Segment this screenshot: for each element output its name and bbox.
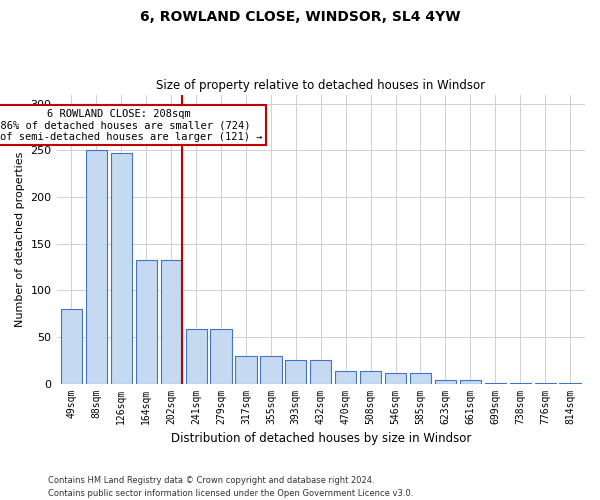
Bar — [310, 360, 331, 384]
Text: Contains HM Land Registry data © Crown copyright and database right 2024.
Contai: Contains HM Land Registry data © Crown c… — [48, 476, 413, 498]
Bar — [360, 370, 381, 384]
Bar — [335, 370, 356, 384]
Title: Size of property relative to detached houses in Windsor: Size of property relative to detached ho… — [156, 79, 485, 92]
Bar — [385, 374, 406, 384]
Bar — [161, 260, 182, 384]
Y-axis label: Number of detached properties: Number of detached properties — [15, 152, 25, 326]
Bar — [61, 309, 82, 384]
Text: 6, ROWLAND CLOSE, WINDSOR, SL4 4YW: 6, ROWLAND CLOSE, WINDSOR, SL4 4YW — [140, 10, 460, 24]
Bar — [185, 328, 207, 384]
Bar — [435, 380, 456, 384]
Bar — [485, 382, 506, 384]
Bar — [535, 382, 556, 384]
Bar — [211, 328, 232, 384]
Text: 6 ROWLAND CLOSE: 208sqm
← 86% of detached houses are smaller (724)
14% of semi-d: 6 ROWLAND CLOSE: 208sqm ← 86% of detache… — [0, 108, 263, 142]
Bar — [509, 382, 531, 384]
X-axis label: Distribution of detached houses by size in Windsor: Distribution of detached houses by size … — [170, 432, 471, 445]
Bar — [410, 374, 431, 384]
Bar — [260, 356, 281, 384]
Bar — [559, 382, 581, 384]
Bar — [460, 380, 481, 384]
Bar — [86, 150, 107, 384]
Bar — [285, 360, 307, 384]
Bar — [235, 356, 257, 384]
Bar — [136, 260, 157, 384]
Bar — [111, 154, 132, 384]
